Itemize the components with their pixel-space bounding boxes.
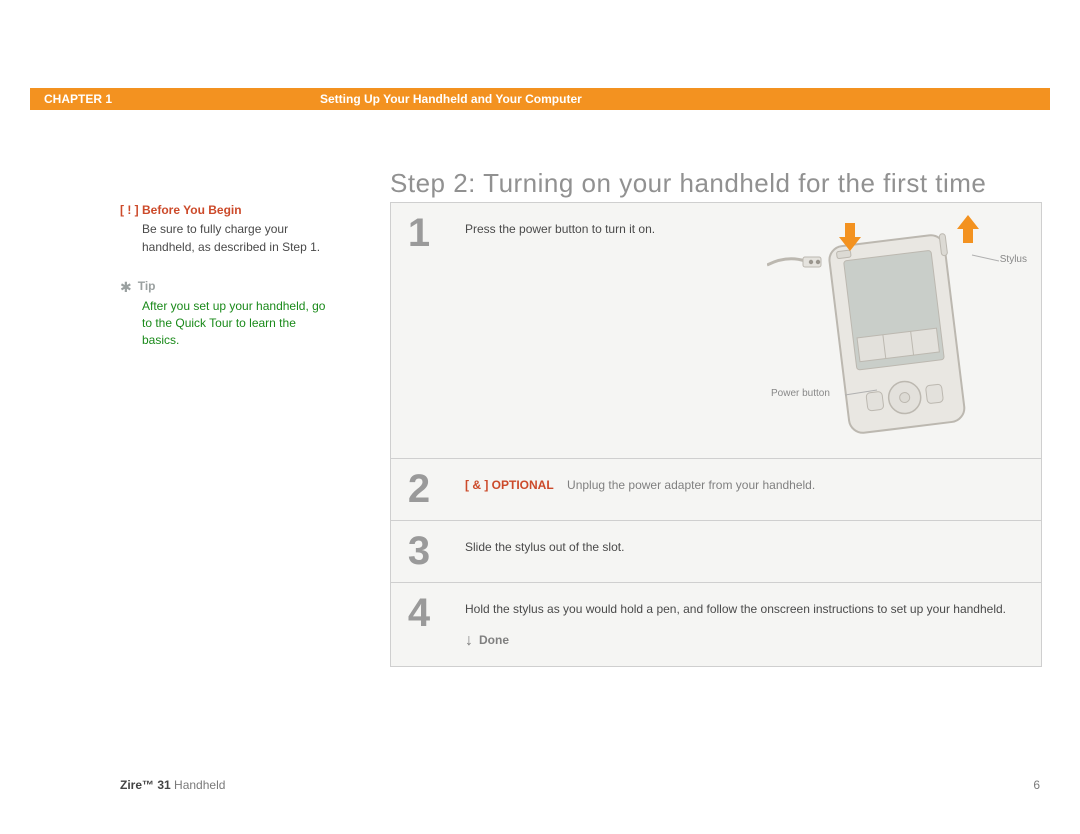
step-text: Unplug the power adapter from your handh…	[557, 478, 815, 492]
step-text: Press the power button to turn it on.	[465, 221, 665, 238]
step-number: 2	[391, 459, 447, 520]
page-footer: Zire™ 31 Handheld 6	[120, 778, 1040, 792]
footer-product: Zire™ 31 Handheld	[120, 778, 225, 792]
chapter-title: Setting Up Your Handheld and Your Comput…	[320, 92, 582, 106]
power-button-callout: Power button	[771, 387, 830, 402]
done-indicator: ↓ Done	[465, 632, 1023, 649]
step-body: Slide the stylus out of the slot.	[447, 521, 1041, 582]
steps-panel: 1 Press the power button to turn it on.	[390, 202, 1042, 667]
optional-tag: [ & ] OPTIONAL	[465, 478, 554, 492]
tip-body[interactable]: After you set up your handheld, go to th…	[142, 298, 330, 350]
footer-page-number: 6	[1033, 778, 1040, 792]
tip-title: Tip	[138, 278, 156, 295]
step-body: [ & ] OPTIONAL Unplug the power adapter …	[447, 459, 1041, 520]
step-body: Press the power button to turn it on.	[447, 203, 1041, 458]
before-you-begin-body: Be sure to fully charge your handheld, a…	[142, 221, 330, 256]
before-you-begin-marker: [ ! ]	[120, 203, 139, 217]
step-number: 1	[391, 203, 447, 458]
asterisk-icon: ✱	[120, 280, 132, 294]
step-row-1: 1 Press the power button to turn it on.	[391, 203, 1041, 458]
step-number: 4	[391, 583, 447, 666]
down-arrow-icon: ↓	[465, 633, 473, 649]
handheld-illustration: Stylus Power button	[767, 215, 1027, 445]
before-you-begin-block: [ ! ] Before You Begin Be sure to fully …	[120, 202, 330, 256]
step-text: Hold the stylus as you would hold a pen,…	[465, 602, 1006, 616]
sidebar: [ ! ] Before You Begin Be sure to fully …	[120, 202, 330, 372]
page-title: Step 2: Turning on your handheld for the…	[390, 168, 986, 199]
step-row-2: 2 [ & ] OPTIONAL Unplug the power adapte…	[391, 458, 1041, 520]
stylus-callout: Stylus	[1000, 253, 1027, 268]
step-text: Slide the stylus out of the slot.	[465, 540, 624, 554]
chapter-header: CHAPTER 1 Setting Up Your Handheld and Y…	[30, 88, 1050, 110]
step-body: Hold the stylus as you would hold a pen,…	[447, 583, 1041, 666]
chapter-label: CHAPTER 1	[30, 92, 320, 106]
step-row-4: 4 Hold the stylus as you would hold a pe…	[391, 582, 1041, 666]
before-you-begin-title: Before You Begin	[142, 203, 242, 217]
step-number: 3	[391, 521, 447, 582]
tip-block: ✱ Tip After you set up your handheld, go…	[120, 278, 330, 350]
step-row-3: 3 Slide the stylus out of the slot.	[391, 520, 1041, 582]
done-label: Done	[479, 632, 509, 649]
